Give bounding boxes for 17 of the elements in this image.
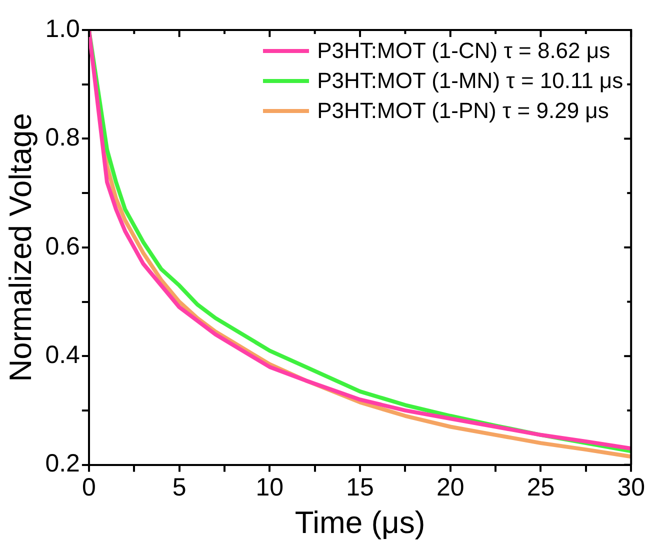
y-tick-label: 0.4 <box>45 340 80 369</box>
x-tick-label: 0 <box>82 474 96 502</box>
y-axis-title: Normalized Voltage <box>3 112 38 382</box>
x-tick-label: 20 <box>436 474 464 502</box>
x-axis-title: Time (μs) <box>294 504 426 540</box>
x-tick-label: 25 <box>526 474 555 502</box>
x-tick-label: 30 <box>617 474 645 502</box>
legend-label: P3HT:MOT (1-CN) τ = 8.62 μs <box>317 37 610 65</box>
y-tick-label: 0.8 <box>45 124 80 152</box>
x-tick-label: 15 <box>346 474 374 502</box>
x-tick-label: 10 <box>256 474 284 502</box>
legend-label: P3HT:MOT (1-PN) τ = 9.29 μs <box>317 97 609 125</box>
y-tick-label: 1.0 <box>45 14 80 43</box>
y-tick-label: 0.2 <box>45 450 80 478</box>
x-tick-label: 5 <box>172 474 186 502</box>
legend-label: P3HT:MOT (1-MN) τ = 10.11 μs <box>317 67 624 95</box>
y-tick-label: 0.6 <box>45 232 80 260</box>
